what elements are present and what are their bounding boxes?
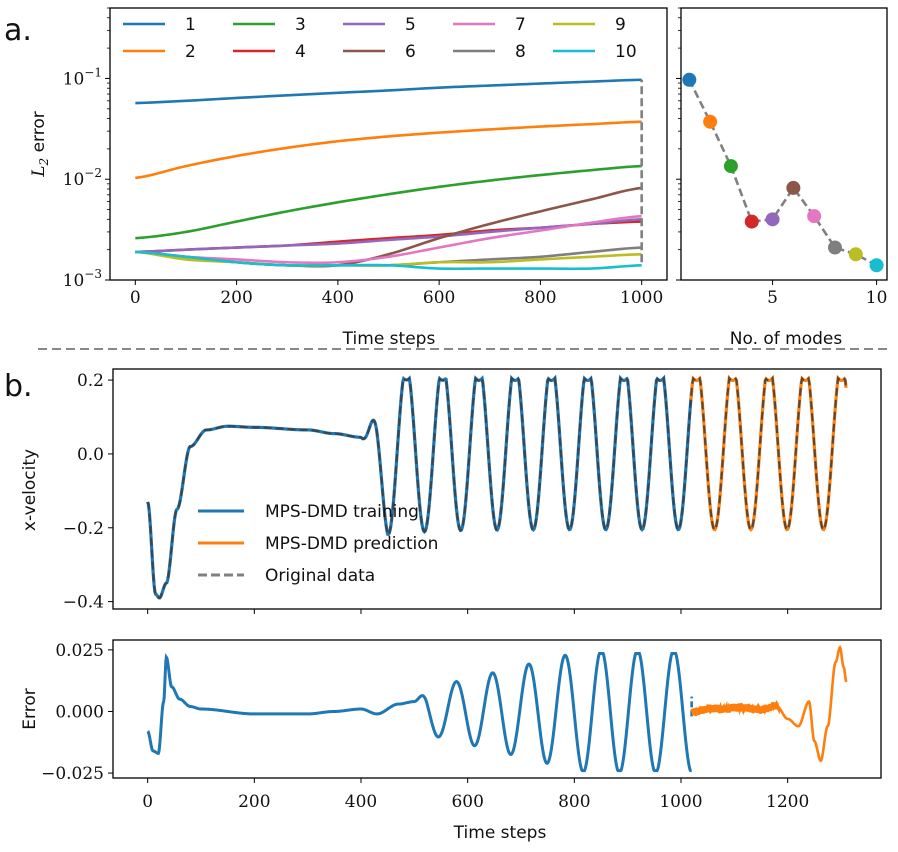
legend-label-prediction: MPS-DMD prediction (265, 534, 438, 554)
legend-label-original: Original data (265, 566, 375, 586)
legend-label-training: MPS-DMD training (265, 502, 419, 522)
chart-a-right-xlabel: No. of modes (730, 329, 843, 349)
series-line-prediction (689, 374, 848, 532)
chart-a-ylabel: L2 error (29, 111, 51, 178)
error-line-training (146, 652, 692, 773)
y-tick-label: 0.0 (77, 445, 104, 465)
chart-b-legend: MPS-DMD training MPS-DMD prediction Origin… (198, 502, 438, 586)
chart-b-error: 0 200 400 600 800 1000 1200 −0.025 0.000 0.025 Ti… (20, 639, 882, 843)
chart-a-ylabel-sub: 2 (37, 158, 51, 167)
x-tick-label: 10 (866, 288, 888, 308)
y-tick-exponent: −2 (84, 166, 102, 180)
panel-label-b: b. (4, 369, 33, 404)
y-tick-label: 10−1 (63, 65, 102, 89)
chart-a-ylabel-main: L (29, 165, 49, 177)
x-tick-label: 1200 (766, 792, 809, 812)
scatter-point-mode-6 (786, 180, 801, 195)
chart-a-legend: 1 2 3 4 5 6 7 8 9 10 (123, 15, 637, 62)
scatter-point-mode-1 (682, 72, 697, 87)
series-line-mode-1 (135, 78, 642, 105)
panel-label-a: a. (4, 13, 32, 48)
y-tick-base: 10 (63, 69, 85, 89)
series-line-training (146, 374, 694, 600)
scatter-point-mode-4 (744, 214, 759, 229)
chart-b-top-ylabel: x-velocity (20, 449, 40, 531)
chart-a-right-frame (680, 7, 888, 281)
legend-label-mode-3: 3 (295, 15, 306, 35)
x-tick-label: 600 (451, 792, 483, 812)
chart-b-bottom-xlabel: Time steps (453, 823, 547, 843)
chart-b-bottom-series (146, 645, 848, 773)
y-tick-label: 0.025 (55, 641, 104, 661)
y-tick-label: 10−3 (63, 267, 102, 291)
series-line-mode-5 (135, 218, 642, 254)
error-line-prediction (690, 645, 848, 763)
legend-label-mode-7: 7 (515, 15, 526, 35)
y-tick-base: 10 (63, 170, 85, 190)
y-tick-exponent: −1 (84, 65, 102, 79)
chart-b-top-series (146, 374, 848, 600)
chart-b-bottom-frame (112, 639, 882, 779)
legend-label-mode-5: 5 (405, 15, 416, 35)
legend-label-mode-2: 2 (185, 42, 196, 62)
y-tick-label: 0.2 (77, 371, 104, 391)
x-tick-label: 600 (423, 288, 455, 308)
legend-label-mode-8: 8 (515, 42, 526, 62)
x-tick-label: 400 (345, 792, 377, 812)
series-line-mode-7 (135, 214, 642, 265)
legend-label-mode-9: 9 (615, 15, 626, 35)
series-line-mode-10 (135, 250, 642, 271)
x-tick-label: 200 (220, 288, 252, 308)
series-line-original (146, 375, 848, 600)
x-tick-label: 5 (767, 288, 778, 308)
series-line-mode-2 (135, 120, 642, 180)
scatter-point-mode-9 (848, 247, 863, 262)
x-tick-label: 1000 (659, 792, 702, 812)
y-tick-label: 0.000 (55, 702, 104, 722)
modes-dashed-line (688, 79, 878, 267)
chart-a-right-marks (682, 72, 884, 273)
x-tick-label: 1000 (620, 288, 663, 308)
scatter-point-mode-5 (765, 212, 780, 227)
chart-b-top-frame (112, 368, 882, 610)
y-tick-exponent: −3 (84, 267, 102, 281)
chart-b-bottom-ticks: 0 200 400 600 800 1000 1200 −0.025 0.000 0.025 (41, 641, 809, 812)
x-tick-label: 800 (558, 792, 590, 812)
y-tick-label: −0.4 (63, 593, 104, 613)
chart-a-right-ticks: 5 10 (676, 7, 888, 308)
x-tick-label: 800 (524, 288, 556, 308)
scatter-point-mode-10 (869, 258, 884, 273)
y-tick-label: −0.2 (63, 519, 104, 539)
scatter-point-mode-8 (827, 240, 842, 255)
chart-b-bottom-ylabel: Error (20, 688, 40, 729)
y-tick-base: 10 (63, 271, 85, 291)
scatter-point-mode-2 (703, 114, 718, 129)
chart-a-frame (109, 7, 668, 281)
x-tick-label: 0 (130, 288, 141, 308)
y-tick-label: 10−2 (63, 166, 102, 190)
legend-label-mode-1: 1 (185, 15, 196, 35)
chart-a-series-group (135, 78, 643, 271)
chart-b-top-ticks: −0.4 −0.2 0.0 0.2 (63, 371, 789, 614)
legend-label-mode-4: 4 (295, 42, 306, 62)
scatter-point-mode-3 (723, 159, 738, 174)
series-line-mode-3 (135, 164, 642, 240)
legend-label-mode-10: 10 (615, 42, 637, 62)
x-tick-label: 0 (142, 792, 153, 812)
legend-label-mode-6: 6 (405, 42, 416, 62)
chart-a-ylabel-rest: error (29, 111, 49, 158)
x-tick-label: 400 (322, 288, 354, 308)
x-tick-label: 200 (238, 792, 270, 812)
chart-a-error-vs-modes: 5 10 No. of modes (676, 7, 888, 349)
scatter-point-mode-7 (807, 209, 822, 224)
chart-a-xlabel: Time steps (342, 329, 436, 349)
y-tick-label: −0.025 (41, 764, 104, 784)
chart-b-velocity: −0.4 −0.2 0.0 0.2 MPS-DMD training MPS-DMD p… (20, 368, 882, 614)
